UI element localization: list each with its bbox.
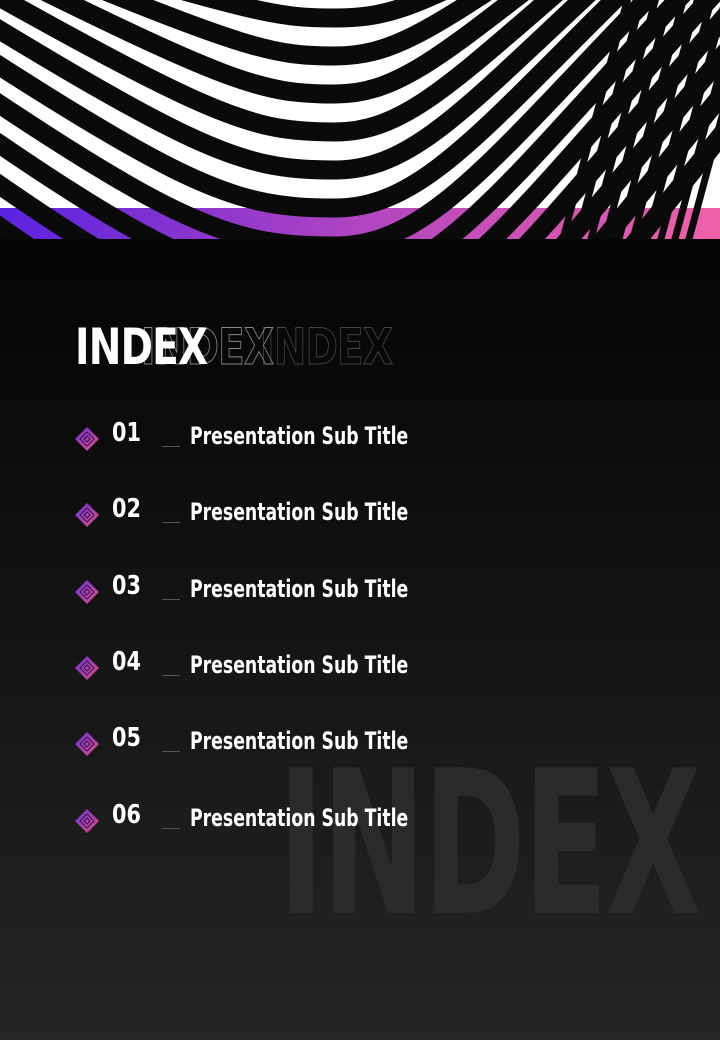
index-item: 03 Presentation Sub Title	[72, 571, 472, 611]
divider	[162, 598, 180, 600]
item-label: Presentation Sub Title	[190, 650, 409, 679]
item-number: 01	[112, 418, 141, 448]
index-item: 02 Presentation Sub Title	[72, 494, 472, 534]
diamond-icon	[75, 427, 99, 451]
striped-banner-image	[0, 0, 720, 239]
diamond-icon	[75, 503, 99, 528]
item-number: 04	[112, 646, 141, 677]
index-item: 04 Presentation Sub Title	[72, 647, 472, 687]
title-outline-faint: INDEX	[260, 318, 394, 377]
title-outline: INDEX	[141, 318, 275, 377]
item-number: 06	[112, 799, 141, 830]
item-label: Presentation Sub Title	[190, 727, 409, 756]
index-item: 06 Presentation Sub Title	[72, 800, 472, 840]
divider	[162, 827, 180, 829]
item-label: Presentation Sub Title	[190, 574, 409, 603]
diamond-icon	[75, 808, 99, 833]
divider	[162, 446, 180, 447]
index-item: 01 Presentation Sub Title	[72, 418, 472, 458]
item-number: 03	[112, 570, 141, 601]
item-label: Presentation Sub Title	[190, 803, 409, 832]
index-watermark: INDEX	[278, 728, 701, 961]
item-number: 02	[112, 494, 141, 525]
item-label: Presentation Sub Title	[190, 422, 409, 450]
diamond-icon	[75, 655, 99, 680]
divider	[162, 522, 180, 524]
diamond-icon	[75, 732, 99, 757]
item-label: Presentation Sub Title	[190, 498, 409, 527]
divider	[162, 674, 180, 676]
index-item: 05 Presentation Sub Title	[72, 723, 472, 763]
item-number: 05	[112, 723, 141, 754]
diamond-icon	[75, 579, 99, 604]
title-solid: INDEX	[75, 318, 208, 376]
divider	[162, 751, 180, 753]
